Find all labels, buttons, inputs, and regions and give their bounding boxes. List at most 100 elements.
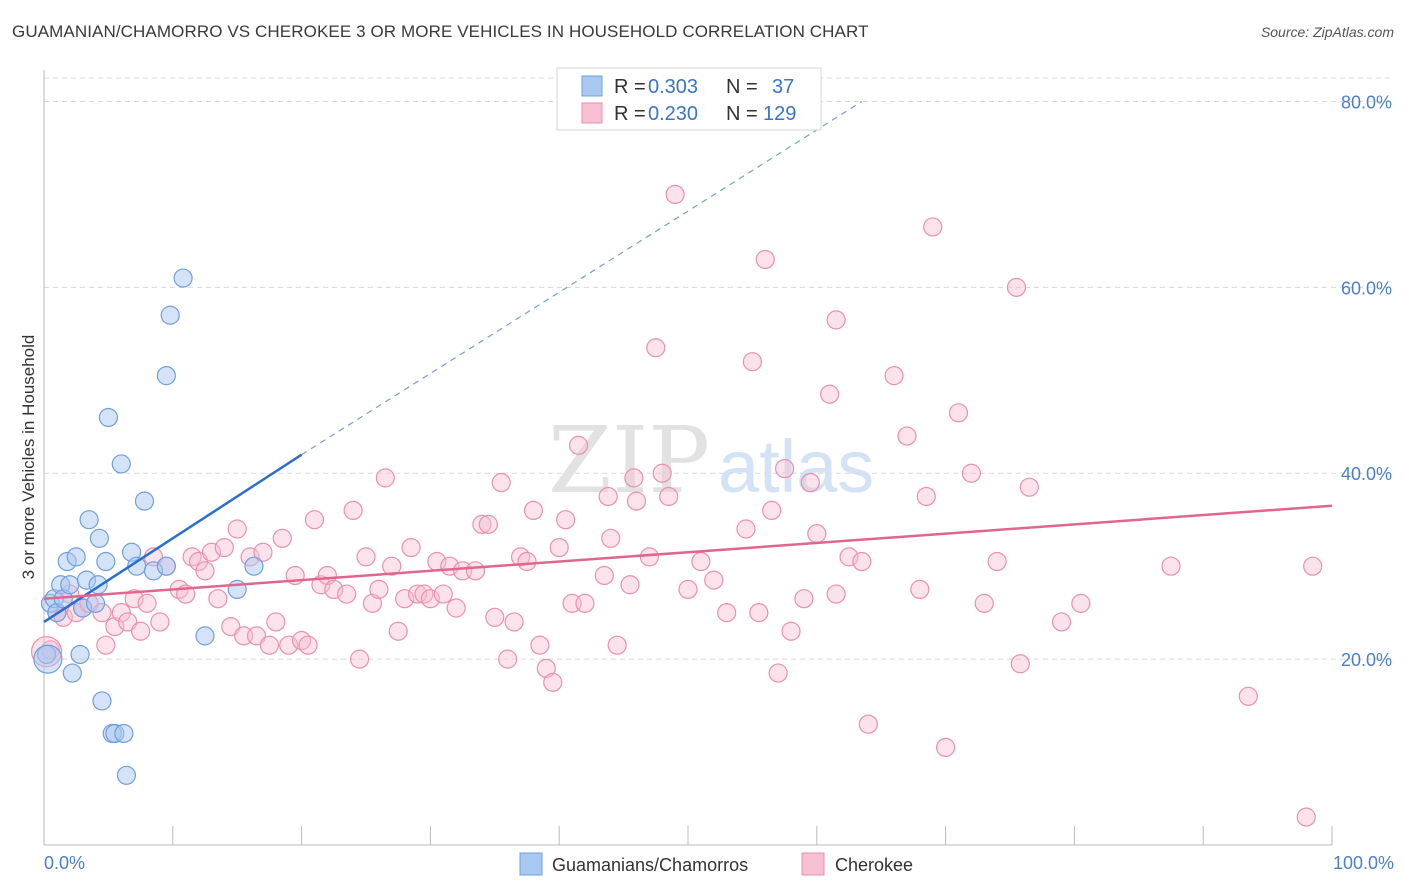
guamanian-point (96, 551, 116, 572)
guamanian-point (156, 366, 176, 386)
cherokee-point (369, 579, 389, 600)
correlation-legend: R = 0.303 N = 37 R = 0.230 N = 129 (556, 67, 822, 131)
cherokee-point (717, 603, 737, 623)
cherokee-point (598, 486, 618, 507)
cherokee-point (839, 547, 859, 567)
cherokee-point (858, 714, 878, 734)
cherokee-point (407, 584, 428, 604)
cherokee-point (491, 472, 511, 493)
guamanian-point (33, 644, 63, 674)
guamanian-point (156, 556, 176, 576)
guamanian-trend-line (43, 453, 303, 623)
cherokee-point (124, 589, 144, 609)
series-legend: Guamanians/Chamorros Cherokee (519, 852, 913, 876)
cherokee-point (884, 366, 904, 386)
cherokee-point (556, 510, 576, 530)
legend-n-label-2: N = (726, 103, 758, 125)
guamanian-trend-extension (301, 100, 863, 456)
cherokee-point (382, 556, 402, 576)
cherokee-point (923, 217, 943, 237)
guamanian-point (114, 723, 134, 744)
cherokee-point (96, 635, 116, 655)
cherokee-point (910, 579, 930, 600)
legend-n-label-1: N = (726, 76, 758, 98)
x-tick-labels: 0.0% 100.0% (44, 853, 1394, 873)
bottom-legend-swatch-cherokee (801, 852, 825, 876)
cherokee-point (485, 607, 505, 627)
cherokee-point (774, 458, 795, 479)
cherokee-point (246, 626, 267, 646)
cherokee-trend-line (43, 504, 1333, 600)
y-tick-label: 20.0% (1341, 650, 1392, 670)
cherokee-point (227, 519, 247, 539)
cherokee-point (1161, 556, 1181, 576)
guamanian-point (79, 510, 99, 530)
cherokee-point (974, 593, 994, 613)
cherokee-point (749, 603, 769, 623)
cherokee-point (337, 584, 357, 604)
cherokee-point (568, 435, 589, 455)
cherokee-point (214, 537, 234, 558)
cherokee-point (536, 658, 556, 679)
guamanian-point (160, 305, 180, 325)
axes (43, 70, 1333, 846)
guamanian-point (244, 556, 264, 576)
cherokee-point (704, 570, 724, 590)
cherokee-point (137, 593, 157, 613)
guamanian-point (89, 528, 109, 548)
cherokee-point (762, 500, 782, 521)
guamanian-point (70, 644, 90, 665)
cherokee-point (1006, 277, 1027, 297)
cherokee-point (607, 635, 627, 655)
zipatlas-watermark: ZIP atlas (548, 407, 874, 514)
cherokee-point (356, 547, 376, 567)
guamanian-point (66, 547, 86, 567)
cherokee-point (961, 463, 981, 483)
cherokee-point (131, 621, 151, 641)
chart-source: Source: ZipAtlas.com (1260, 24, 1394, 40)
bottom-legend-swatch-guamanian (519, 852, 543, 876)
cherokee-point (626, 491, 647, 511)
guamanian-point (92, 691, 112, 711)
legend-swatch-guamanian (581, 75, 603, 97)
cherokee-point (575, 593, 595, 613)
legend-n-value-2: 129 (763, 103, 796, 125)
cherokee-point (530, 635, 550, 655)
cherokee-point (916, 486, 936, 507)
cherokee-point (800, 472, 820, 493)
guamanian-point (111, 454, 131, 474)
cherokee-point (639, 547, 659, 567)
guamanian-point (60, 575, 80, 595)
cherokee-point (852, 551, 872, 572)
cherokee-point (208, 589, 228, 609)
legend-r-label-2: R = (614, 103, 646, 125)
cherokee-point (472, 514, 492, 534)
cherokee-point (111, 603, 131, 623)
cherokee-point (543, 672, 563, 692)
cherokee-point (388, 621, 408, 641)
cherokee-point (601, 528, 621, 548)
cherokee-point (304, 510, 325, 530)
cherokee-point (118, 612, 138, 632)
cherokee-point (807, 524, 827, 544)
cherokee-point (279, 635, 299, 655)
cherokee-point (755, 249, 775, 270)
cherokee-point (826, 584, 846, 604)
guamanian-point (116, 765, 137, 785)
y-tick-label: 80.0% (1341, 92, 1392, 112)
cherokee-point (433, 584, 453, 604)
x-tick-label: 0.0% (44, 853, 85, 873)
cherokee-point (266, 612, 286, 632)
cherokee-point (659, 486, 679, 507)
cherokee-point (948, 403, 969, 423)
cherokee-point (395, 589, 415, 609)
guamanian-point (195, 626, 215, 646)
guamanian-point (98, 407, 119, 428)
cherokee-point (150, 612, 170, 632)
cherokee-point (794, 589, 814, 609)
cherokee-point (665, 184, 685, 205)
cherokee-point (420, 589, 440, 609)
legend-swatch-cherokee (581, 102, 603, 124)
cherokee-point (375, 468, 395, 488)
